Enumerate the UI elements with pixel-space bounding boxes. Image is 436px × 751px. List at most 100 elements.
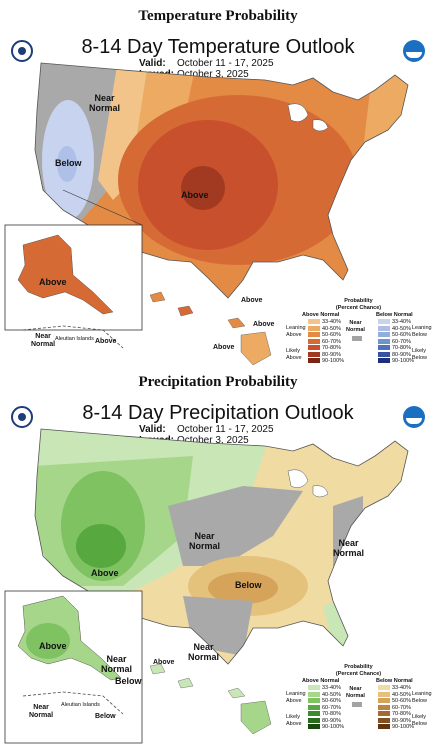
legend-bin-label: 33-40% <box>392 685 411 691</box>
legend-bin-label: 70-80% <box>392 345 411 351</box>
legend-bin-label: 33-40% <box>322 685 341 691</box>
legend-above-header: Above Normal <box>302 312 340 318</box>
doc-seal-icon <box>11 406 33 428</box>
legend-bin-label: 60-70% <box>322 704 341 711</box>
legend-swatch <box>308 345 320 351</box>
legend-above-list: 33-40% 40-50% 50-60% 60-70% 70-80% 80-90% 90-1… <box>308 319 344 365</box>
legend-title: Probability (Percent Chance) <box>335 298 382 311</box>
legend-bin-label: 80-90% <box>322 717 341 724</box>
temperature-outlook-panel: 8-14 Day Temperature Outlook Valid: Octob… <box>3 30 433 385</box>
legend-likely-above: Likely Above <box>286 348 302 361</box>
legend-bin-label: 90-100% <box>322 724 345 730</box>
legend-swatch <box>378 698 390 704</box>
legend-bin-label: 50-60% <box>322 332 341 338</box>
label-near-normal-ak: Near Normal <box>101 654 133 674</box>
doc-seal-icon <box>11 40 33 62</box>
legend-bin-row: 60-70% <box>378 339 414 346</box>
label-above-sw: Above <box>91 568 119 578</box>
legend-bin-row: 70-80% <box>308 711 344 718</box>
label-near-normal-e: Near Normal <box>333 538 365 558</box>
legend-bin-row: 80-90% <box>378 718 414 725</box>
legend-swatch <box>308 358 320 364</box>
legend-above-header: Above Normal <box>302 678 340 684</box>
temperature-outlook-title: 8-14 Day Temperature Outlook <box>81 36 355 58</box>
label-near-normal-s: Near Normal <box>188 642 220 662</box>
legend-bin-row: 40-50% <box>308 326 344 333</box>
label-below: Below <box>55 158 82 168</box>
legend-bin-row: 90-100% <box>308 724 344 731</box>
legend-bin-label: 70-80% <box>322 711 341 717</box>
label-below-ak: Below <box>115 676 142 686</box>
legend-bin-row: 90-100% <box>308 358 344 365</box>
legend-bin-label: 80-90% <box>322 351 341 358</box>
legend-bin-label: 70-80% <box>392 711 411 717</box>
legend-swatch <box>308 685 320 691</box>
legend-bin-row: 80-90% <box>308 718 344 725</box>
legend-below-list: 33-40% 40-50% 50-60% 60-70% 70-80% 80-90% 90-1… <box>378 319 414 365</box>
legend-swatch <box>308 698 320 704</box>
legend-swatch <box>378 724 390 730</box>
legend-swatch <box>308 717 320 723</box>
precipitation-section-title: Precipitation Probability <box>138 374 298 390</box>
legend-bin-row: 33-40% <box>308 685 344 692</box>
legend-leaning-below: Leaning Below <box>412 325 432 338</box>
legend-bin-row: 70-80% <box>378 345 414 352</box>
legend-swatch <box>308 338 320 344</box>
legend-near-header: Near Normal <box>346 686 365 699</box>
legend-bin-label: 40-50% <box>322 691 341 698</box>
legend-swatch <box>308 319 320 325</box>
legend-bin-row: 80-90% <box>378 352 414 359</box>
legend-bin-label: 90-100% <box>322 358 345 364</box>
legend-bin-label: 50-60% <box>392 332 411 338</box>
legend-title: Probability (Percent Chance) <box>335 664 382 677</box>
legend-below-list: 33-40% 40-50% 50-60% 60-70% 70-80% 80-90% 90-1… <box>378 685 414 731</box>
noaa-logo-icon <box>403 40 425 62</box>
temperature-conus-map <box>4 62 409 366</box>
legend-bin-label: 90-100% <box>392 358 415 364</box>
label-above-ak-chain: Above <box>95 338 117 345</box>
precipitation-conus-map <box>4 428 409 744</box>
legend-bin-row: 90-100% <box>378 358 414 365</box>
label-aleutian: Aleutian Islands <box>55 336 94 342</box>
label-above-alaska: Above <box>39 277 67 287</box>
legend-bin-label: 40-50% <box>392 325 411 332</box>
temperature-section-title: Temperature Probability <box>138 8 298 24</box>
legend-bin-row: 40-50% <box>378 326 414 333</box>
noaa-logo-icon <box>403 406 425 428</box>
legend-swatch <box>378 338 390 344</box>
legend-likely-above: Likely Above <box>286 714 302 727</box>
legend-bin-row: 60-70% <box>378 705 414 712</box>
legend-above-list: 33-40% 40-50% 50-60% 60-70% 70-80% 80-90% 90-1… <box>308 685 344 731</box>
legend-below-header: Below Normal <box>376 312 413 318</box>
label-near-normal-c: Near Normal <box>189 531 221 551</box>
legend-bin-row: 50-60% <box>308 332 344 339</box>
legend-bin-label: 70-80% <box>322 345 341 351</box>
label-near-normal-ak2: Near Normal <box>29 704 54 719</box>
legend-near-swatch <box>352 702 362 707</box>
temperature-legend: Probability (Percent Chance) Above Norma… <box>286 298 432 364</box>
legend-bin-label: 40-50% <box>392 691 411 698</box>
legend-swatch <box>378 685 390 691</box>
legend-swatch <box>308 691 320 697</box>
legend-bin-row: 60-70% <box>308 705 344 712</box>
temperature-valid-line: Valid: October 11 - 17, 2025 <box>139 58 274 69</box>
legend-bin-row: 33-40% <box>378 319 414 326</box>
legend-swatch <box>308 724 320 730</box>
legend-bin-row: 70-80% <box>378 711 414 718</box>
legend-bin-label: 33-40% <box>322 319 341 325</box>
label-hi-above-1: Above <box>241 297 263 304</box>
legend-bin-row: 50-60% <box>308 698 344 705</box>
legend-likely-below: Likely Below <box>412 348 427 361</box>
label-hi-above-2: Above <box>253 321 275 328</box>
precipitation-legend: Probability (Percent Chance) Above Norma… <box>286 664 432 730</box>
legend-bin-label: 80-90% <box>392 351 411 358</box>
legend-bin-row: 33-40% <box>378 685 414 692</box>
legend-swatch <box>378 691 390 697</box>
legend-bin-label: 60-70% <box>322 338 341 345</box>
issued-value: October 3, 2025 <box>177 435 249 446</box>
legend-leaning-above: Leaning Above <box>286 325 306 338</box>
legend-swatch <box>378 717 390 723</box>
legend-bin-row: 80-90% <box>308 352 344 359</box>
legend-swatch <box>378 332 390 338</box>
legend-bin-row: 50-60% <box>378 698 414 705</box>
